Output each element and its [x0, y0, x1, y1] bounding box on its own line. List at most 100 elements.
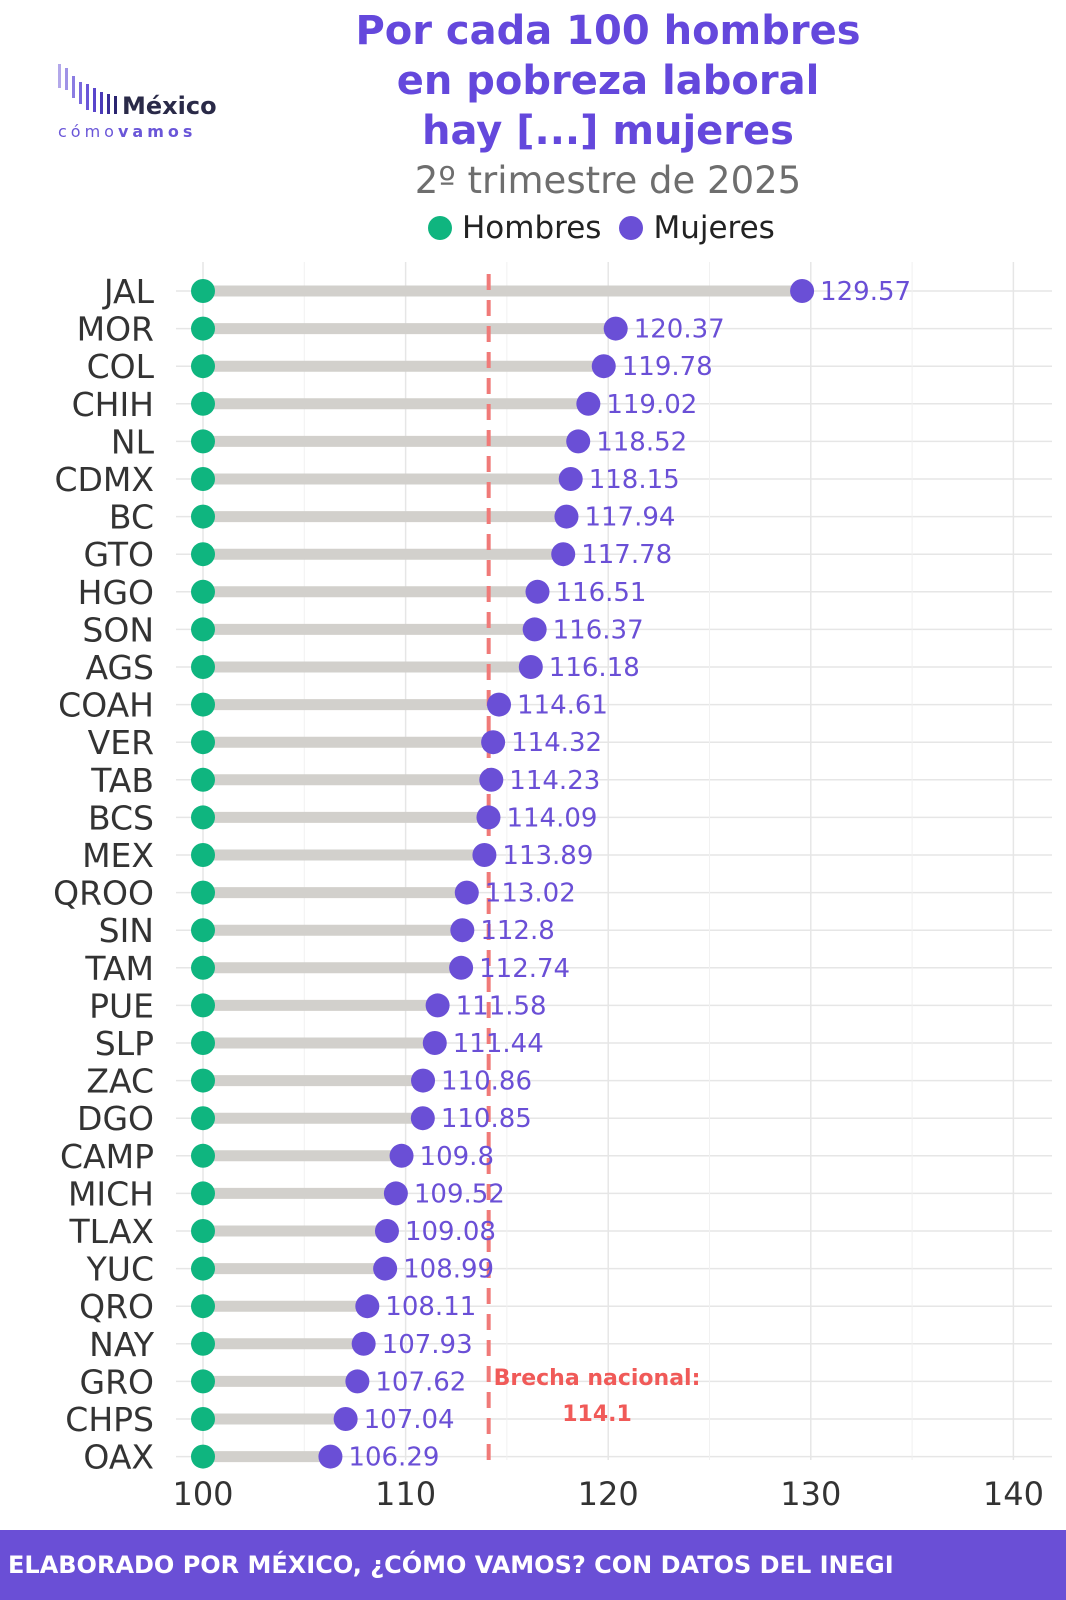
value-label: 111.58	[456, 991, 547, 1021]
point-hombres	[191, 955, 215, 980]
point-hombres	[191, 504, 215, 529]
value-label: 120.37	[634, 315, 725, 345]
value-label: 119.78	[622, 352, 713, 382]
x-tick-label: 140	[983, 1475, 1044, 1513]
chart-subtitle: 2º trimestre de 2025	[414, 159, 802, 202]
point-hombres	[191, 391, 215, 416]
point-mujeres	[566, 429, 591, 454]
point-mujeres	[351, 1331, 376, 1356]
category-label: SLP	[95, 1024, 154, 1063]
point-hombres	[191, 1181, 215, 1206]
point-mujeres	[472, 843, 497, 867]
point-mujeres	[591, 354, 616, 379]
x-tick-label: 100	[172, 1475, 233, 1513]
point-hombres	[191, 1331, 215, 1356]
point-mujeres	[790, 279, 815, 303]
value-label: 108.11	[385, 1292, 476, 1322]
chart-title: Por cada 100 hombres en pobreza laboral …	[250, 6, 966, 156]
point-mujeres	[554, 504, 579, 529]
point-mujeres	[476, 805, 501, 830]
point-hombres	[191, 1369, 215, 1394]
category-label: JAL	[102, 272, 155, 311]
category-label: DGO	[77, 1099, 154, 1138]
category-label: GRO	[80, 1362, 154, 1401]
chart-title-line: hay [...] mujeres	[422, 108, 794, 154]
point-mujeres	[551, 542, 576, 567]
point-hombres	[191, 1444, 215, 1469]
category-label: MEX	[82, 836, 154, 875]
value-label: 109.52	[414, 1179, 505, 1209]
value-label: 110.86	[441, 1067, 532, 1097]
value-label: 119.02	[606, 390, 697, 420]
point-mujeres	[576, 391, 601, 416]
point-mujeres	[450, 918, 475, 943]
point-hombres	[191, 316, 215, 341]
logo-wordmark-comovamos: cómovamos	[58, 122, 196, 141]
point-hombres	[191, 617, 215, 642]
value-label: 108.99	[403, 1255, 494, 1285]
point-hombres	[191, 767, 215, 792]
category-label: VER	[88, 723, 154, 762]
point-mujeres	[486, 692, 511, 717]
category-label: AGS	[85, 648, 154, 687]
legend-item-mujeres: Mujeres	[619, 210, 775, 246]
category-label: COL	[87, 347, 155, 386]
category-label: CAMP	[60, 1137, 154, 1176]
reference-annotation-line2: 114.1	[562, 1402, 632, 1427]
value-label: 113.89	[502, 841, 593, 871]
x-tick-label: 130	[780, 1475, 841, 1513]
value-label: 118.15	[589, 465, 680, 495]
legend-item-hombres: Hombres	[428, 210, 601, 246]
value-label: 116.37	[553, 615, 644, 645]
point-hombres	[191, 1256, 215, 1281]
legend-marker-mujeres	[619, 216, 644, 240]
point-hombres	[191, 1219, 215, 1243]
category-label: CHIH	[72, 385, 154, 424]
dumbbell-chart: 129.57 120.37 119.78 119.02 118.52 118.15 117.…	[53, 262, 1052, 1513]
value-label: 129.57	[820, 277, 911, 307]
point-hombres	[191, 1407, 215, 1431]
legend-marker-hombres	[428, 216, 452, 240]
logo-wordmark-mexico: México	[122, 92, 217, 120]
value-label: 113.02	[485, 879, 576, 909]
chart-legend: Hombres Mujeres	[428, 208, 793, 248]
category-label: SIN	[99, 911, 154, 950]
value-label: 118.52	[596, 427, 687, 457]
point-mujeres	[479, 767, 504, 792]
value-label: 116.51	[555, 578, 646, 608]
point-mujeres	[603, 316, 628, 341]
value-label: 114.61	[517, 691, 608, 721]
point-hombres	[191, 579, 215, 604]
category-label: OAX	[83, 1438, 154, 1477]
value-label: 112.8	[480, 916, 554, 946]
value-label: 116.18	[549, 653, 640, 683]
value-label: 117.94	[584, 503, 675, 533]
point-mujeres	[318, 1444, 343, 1469]
category-label: QROO	[53, 874, 154, 913]
x-tick-label: 120	[578, 1475, 639, 1513]
point-mujeres	[425, 993, 450, 1018]
value-label: 117.78	[581, 540, 672, 570]
point-hombres	[191, 1294, 215, 1319]
chart-title-line: en pobreza laboral	[396, 58, 820, 104]
category-label: TLAX	[69, 1212, 154, 1251]
point-mujeres	[422, 1031, 447, 1055]
point-mujeres	[383, 1181, 408, 1206]
point-mujeres	[454, 880, 479, 905]
point-mujeres	[374, 1219, 399, 1243]
point-hombres	[191, 918, 215, 943]
point-hombres	[191, 692, 215, 717]
category-label: CHPS	[65, 1400, 154, 1439]
chart-title-line: Por cada 100 hombres	[355, 8, 861, 54]
point-hombres	[191, 429, 215, 454]
point-hombres	[191, 730, 215, 755]
value-label: 110.85	[441, 1104, 532, 1134]
point-mujeres	[373, 1256, 398, 1281]
category-label: MOR	[77, 310, 154, 349]
value-label: 107.93	[382, 1330, 473, 1360]
point-mujeres	[449, 955, 474, 980]
point-hombres	[191, 1143, 215, 1168]
logo: México cómovamos	[56, 62, 246, 142]
value-label: 109.8	[420, 1142, 494, 1172]
x-tick-label: 110	[375, 1475, 436, 1513]
